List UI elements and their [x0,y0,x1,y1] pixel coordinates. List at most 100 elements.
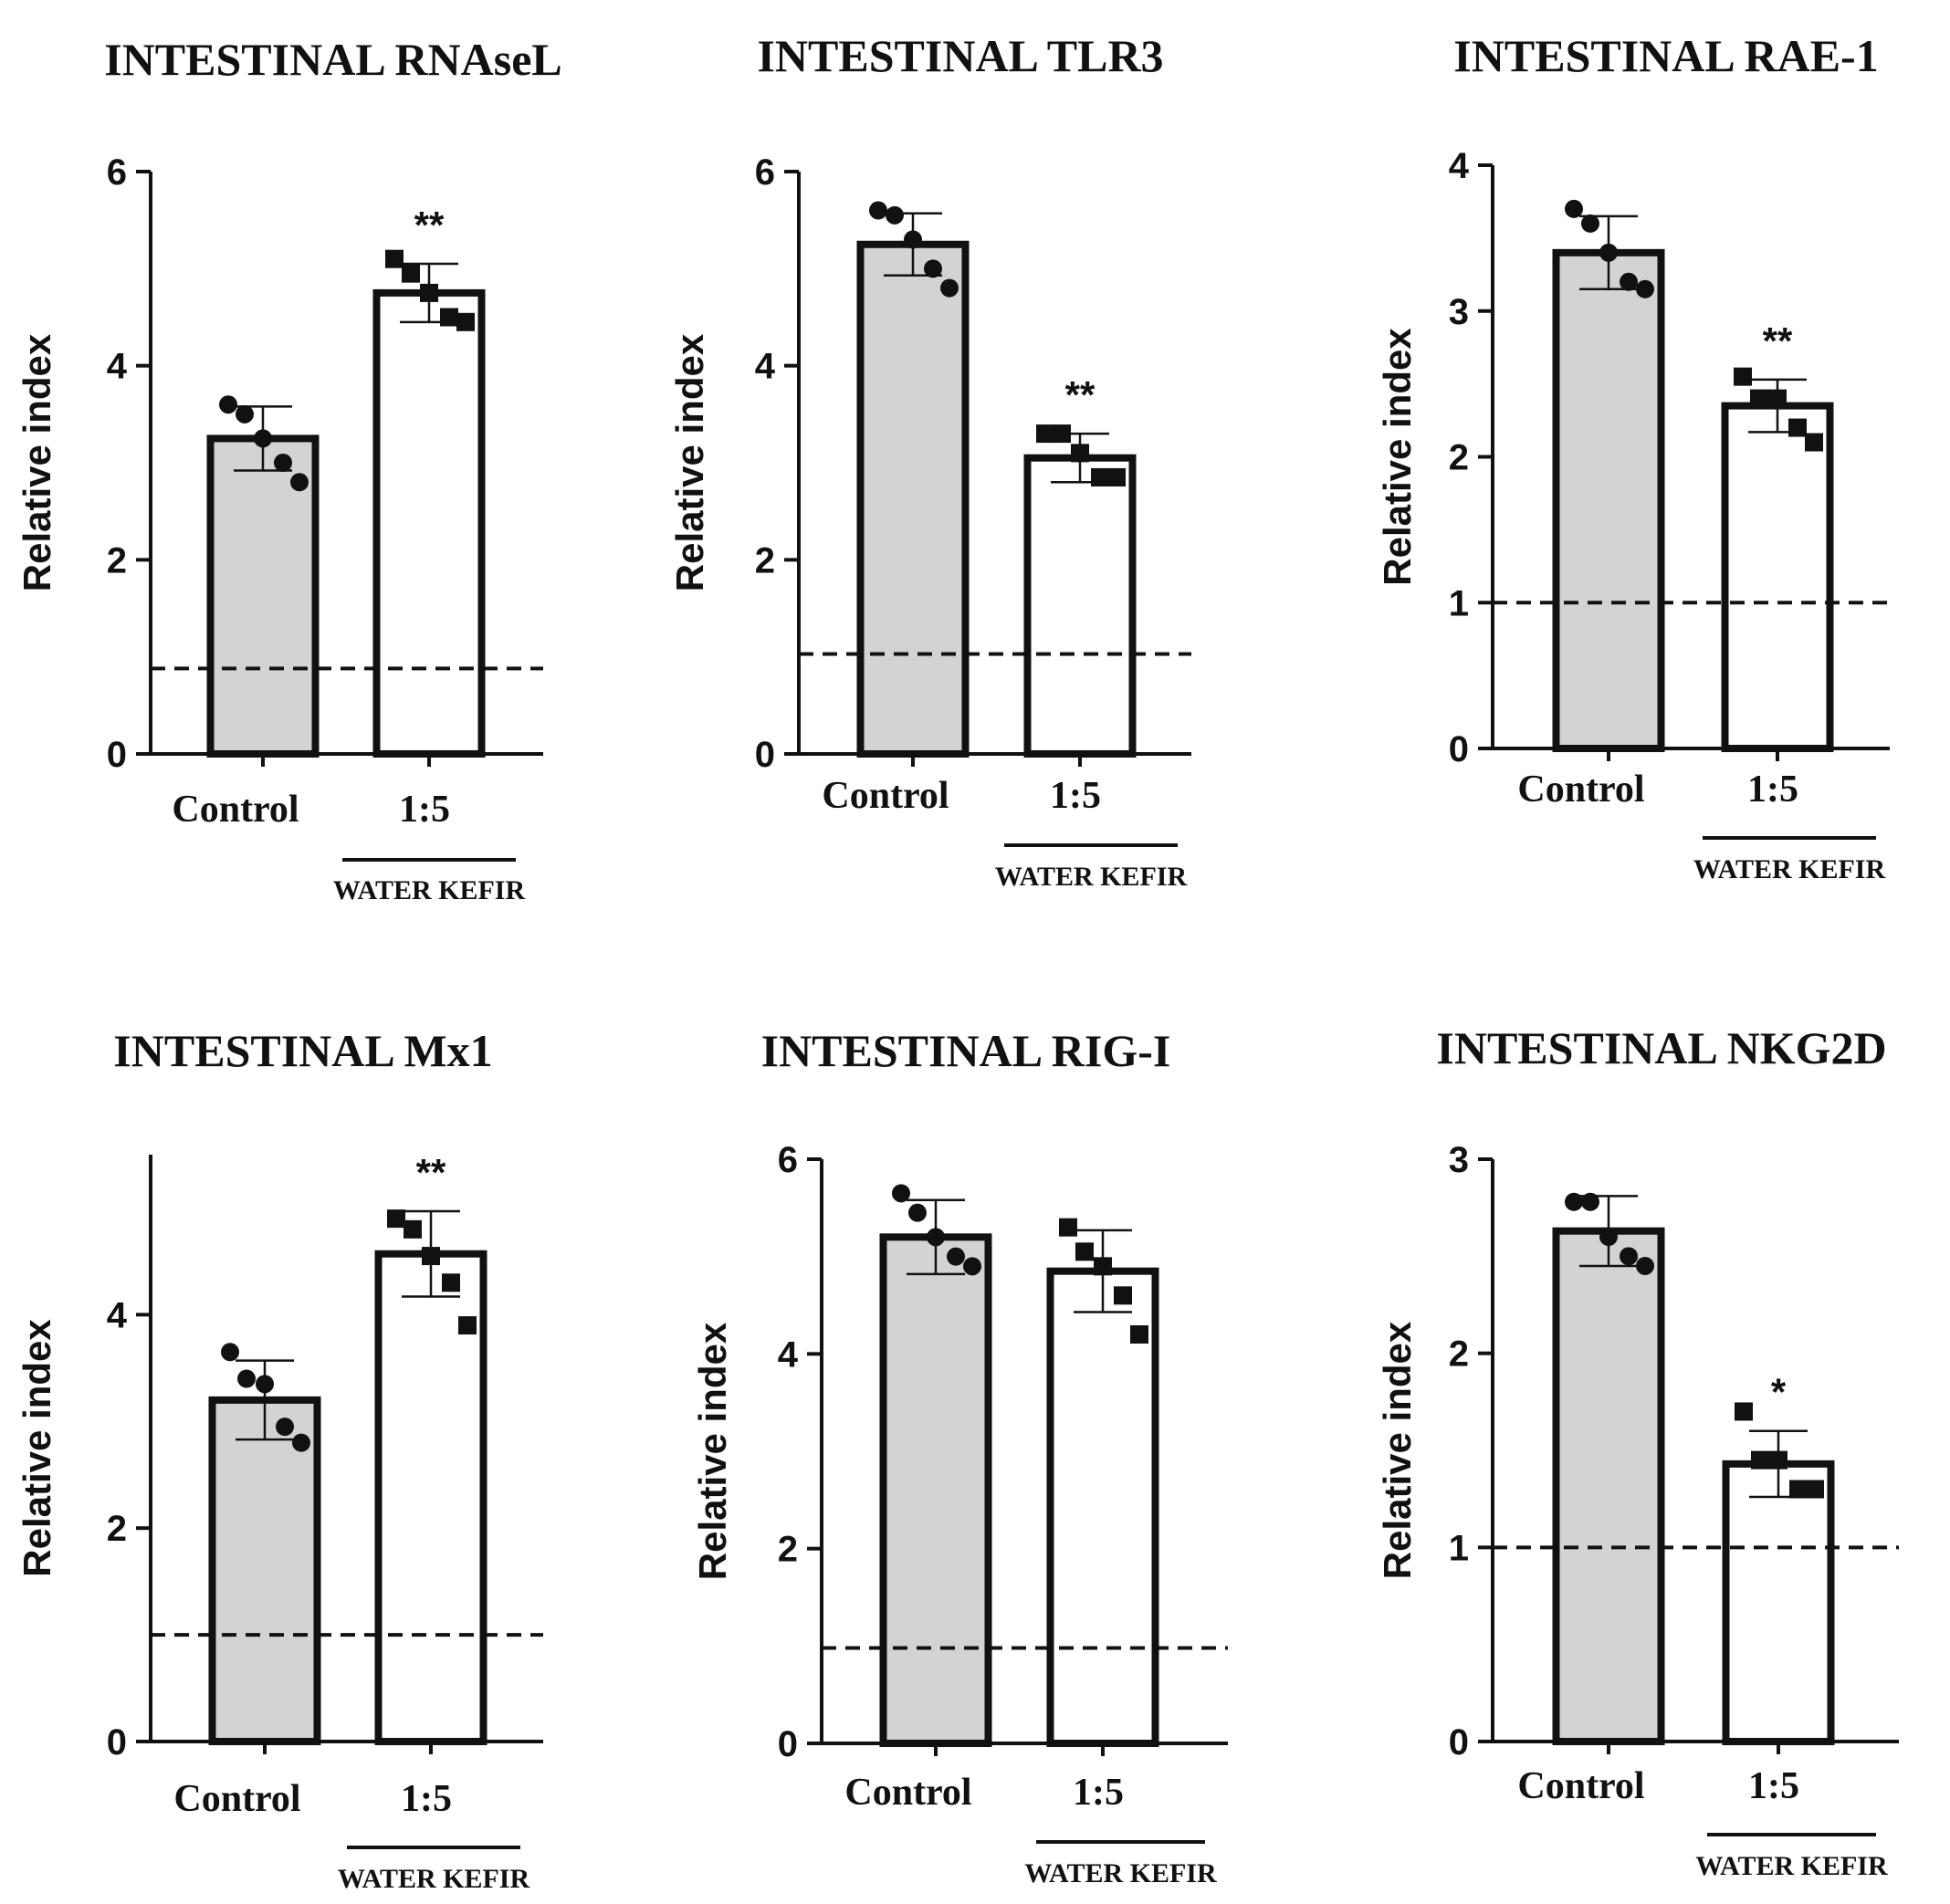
group-label: WATER KEFIR [995,862,1188,892]
data-point [404,1219,422,1239]
y-tick-label: 4 [778,1334,799,1375]
bar-kefir [372,288,486,758]
bar-control [1552,1227,1665,1745]
data-point [927,1228,945,1247]
y-tick-label: 2 [107,1509,127,1549]
chart-panel: INTESTINAL NKG2D Relative index 0 1 2 3 Contro… [1376,1022,1899,1881]
data-point [1769,1450,1788,1470]
data-point [1091,467,1109,486]
category-label: Control [1517,1765,1644,1807]
chart-title: INTESTINAL TLR3 [757,30,1163,81]
y-tick-label: 4 [755,347,776,387]
data-point [219,395,237,414]
y-axis-label: Relative index [668,333,711,591]
y-tick-label: 2 [778,1530,798,1570]
category-label: 1:5 [1747,769,1798,811]
bar-control [856,240,970,758]
y-tick-label: 0 [778,1724,798,1764]
category-label: 1:5 [1073,1772,1124,1814]
data-point [1750,389,1768,408]
data-point [1565,199,1583,218]
y-tick-label: 1 [1449,1528,1469,1568]
group-label: WATER KEFIR [1695,1851,1888,1881]
data-point [292,1433,310,1452]
y-tick-label: 4 [107,1295,128,1335]
y-tick-label: 0 [107,1722,127,1763]
data-point [1075,1242,1094,1261]
y-tick-label: 3 [1449,1140,1469,1180]
data-point [456,312,475,331]
y-tick-label: 2 [755,540,775,581]
y-tick-label: 6 [755,152,775,193]
data-point [236,404,254,424]
category-label: Control [844,1772,971,1814]
y-tick-label: 4 [1449,146,1470,186]
y-tick-label: 0 [107,735,127,775]
y-axis-label: Relative index [16,333,58,591]
data-point [1805,433,1823,452]
y-tick-label: 0 [1449,729,1469,769]
data-point [1768,389,1787,408]
data-point [1565,1192,1583,1211]
y-tick-label: 2 [1449,1334,1469,1375]
data-point [924,259,942,278]
data-point [892,1184,910,1203]
y-axis-label: Relative index [16,1319,58,1577]
data-point [963,1257,981,1276]
data-point [221,1343,239,1362]
chart-panel: INTESTINAL TLR3 Relative index 0 2 4 6 Control… [668,30,1191,892]
y-tick-label: 6 [778,1140,798,1180]
category-label: 1:5 [401,1778,452,1820]
y-tick-label: 2 [1449,438,1469,478]
data-point [1036,424,1054,444]
group-label: WATER KEFIR [333,875,526,905]
chart-title: INTESTINAL Mx1 [113,1025,492,1076]
category-label: 1:5 [1748,1765,1799,1807]
data-point [387,1209,405,1229]
data-point [1636,279,1654,298]
y-tick-label: 2 [107,540,127,581]
category-label: 1:5 [1050,775,1101,817]
data-point [1751,1450,1769,1470]
significance-label: ** [414,204,445,246]
significance-label: ** [416,1151,446,1194]
data-point [256,1375,274,1394]
y-axis-label: Relative index [1376,328,1419,586]
group-label: WATER KEFIR [338,1864,530,1894]
data-point [385,249,404,268]
data-point [458,1316,477,1335]
bar-control [1552,248,1665,753]
data-point [274,454,292,472]
chart-title: INTESTINAL NKG2D [1436,1022,1886,1073]
data-point [1735,1402,1753,1421]
data-point [1636,1256,1654,1275]
data-point [1789,1480,1808,1499]
data-point [1114,1286,1132,1305]
data-point [420,283,438,302]
data-point [237,1369,256,1388]
category-label: 1:5 [399,789,450,831]
significance-label: * [1771,1371,1787,1414]
data-point [1599,243,1618,262]
data-point [442,1273,460,1292]
data-point [886,205,904,225]
chart-panel: INTESTINAL RIG-I Relative index 0 2 4 6 Contro… [691,1025,1228,1888]
data-point [1130,1325,1148,1344]
data-point [276,1418,294,1437]
significance-label: ** [1763,319,1793,362]
data-point [1734,367,1752,386]
data-point [290,473,309,492]
y-tick-label: 0 [1449,1722,1469,1763]
data-point [1581,214,1599,233]
y-tick-label: 0 [755,735,775,775]
data-point [908,1203,927,1222]
data-point [869,201,887,220]
chart-title: INTESTINAL RAE-1 [1453,30,1878,81]
data-point [940,278,959,298]
data-point [402,264,420,283]
y-axis-label: Relative index [1376,1321,1419,1579]
chart-title: INTESTINAL RNAseL [104,34,562,85]
y-axis-label: Relative index [691,1322,734,1580]
significance-label: ** [1065,373,1096,416]
group-label: WATER KEFIR [1693,854,1886,884]
